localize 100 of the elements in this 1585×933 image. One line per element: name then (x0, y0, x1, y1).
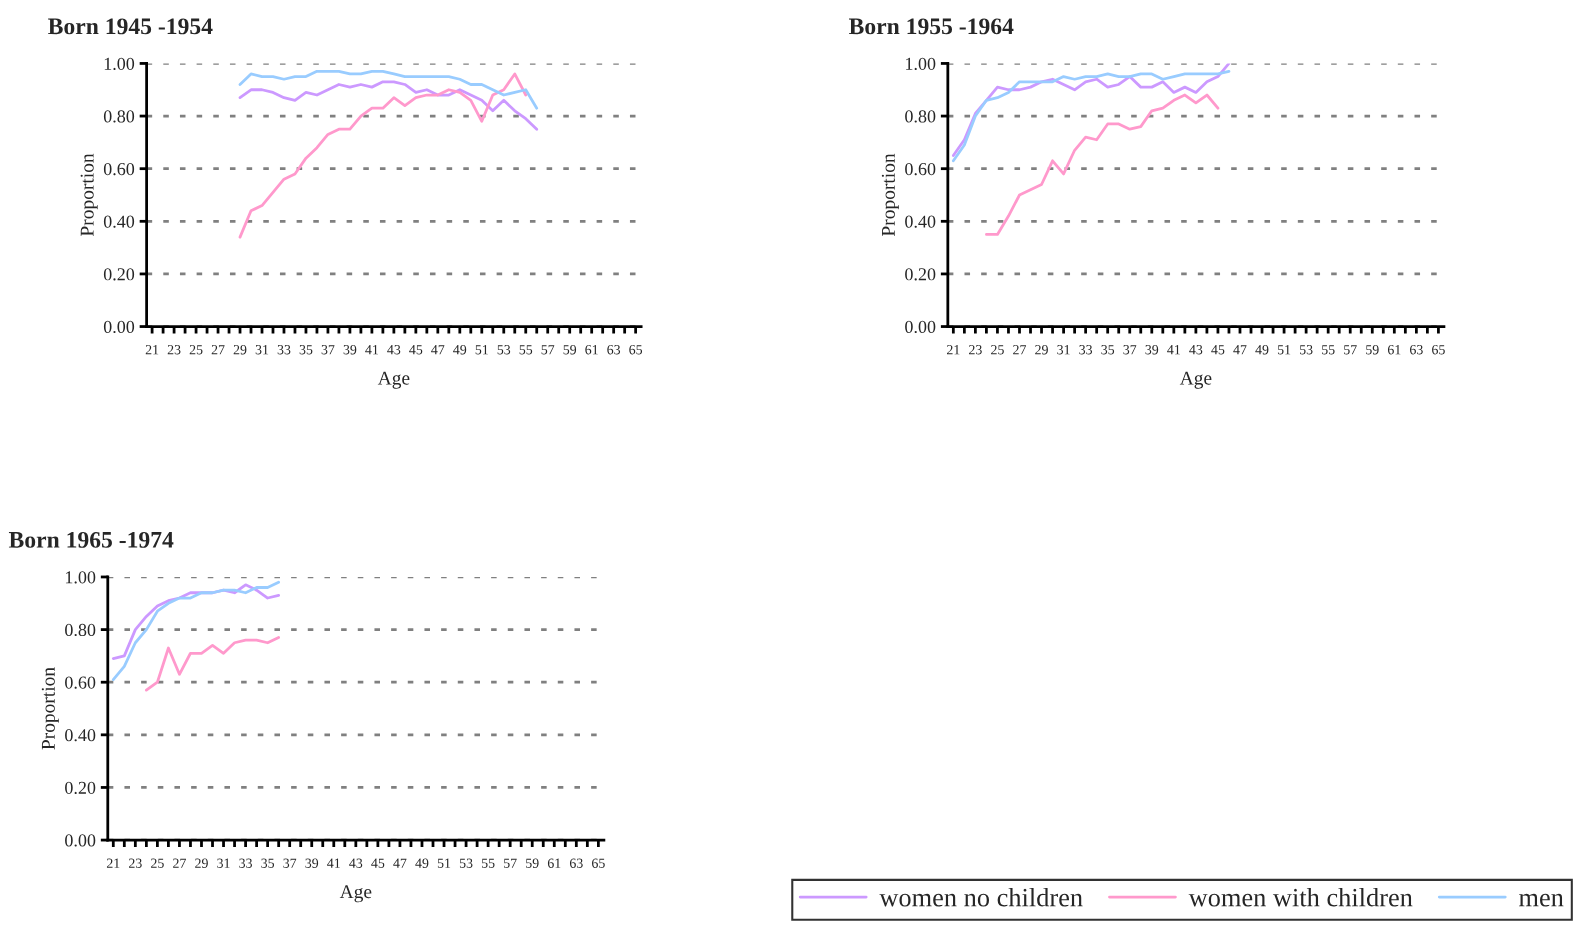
y-axis-title: Proportion (80, 153, 98, 237)
y-tick-label: 0.20 (905, 268, 936, 281)
x-tick-label: 65 (629, 345, 643, 355)
x-tick-label: 31 (217, 858, 230, 868)
x-tick-label: 49 (415, 858, 429, 868)
x-tick-label: 33 (1079, 345, 1093, 355)
line-series (144, 636, 281, 692)
x-tick-label: 21 (106, 858, 120, 868)
x-axis-title: Age (339, 885, 372, 903)
y-tick-label: 0.00 (103, 320, 135, 334)
x-tick-label: 27 (173, 858, 186, 868)
x-axis-title: Age (1179, 371, 1212, 389)
y-tick-label: 0.80 (103, 110, 135, 123)
x-tick-label: 21 (145, 345, 159, 355)
x-tick-label: 37 (1123, 345, 1137, 355)
x-tick-label: 25 (189, 345, 203, 355)
y-tick-label: 0.20 (65, 781, 96, 794)
x-tick-label: 41 (1167, 345, 1180, 355)
x-tick-label: 31 (255, 345, 269, 355)
line-series (238, 69, 539, 110)
y-axis-title: Proportion (41, 667, 59, 750)
x-tick-label: 39 (305, 858, 319, 868)
x-tick-label: 45 (1211, 345, 1225, 355)
x-tick-label: 63 (569, 858, 583, 868)
x-tick-label: 25 (991, 345, 1004, 355)
x-tick-label: 43 (349, 858, 363, 868)
x-tick-label: 33 (277, 345, 291, 355)
x-tick-label: 63 (607, 345, 621, 355)
x-tick-label: 29 (233, 345, 247, 355)
line-series (238, 72, 528, 239)
x-tick-label: 51 (1277, 345, 1291, 355)
x-tick-label: 37 (283, 858, 297, 868)
x-tick-label: 23 (969, 345, 982, 355)
x-tick-label: 33 (239, 858, 252, 868)
x-tick-label: 41 (365, 345, 378, 355)
x-tick-label: 29 (1035, 345, 1048, 355)
x-tick-label: 65 (592, 858, 605, 868)
x-tick-label: 47 (431, 345, 445, 355)
y-tick-label: 1.00 (906, 57, 936, 70)
x-tick-label: 39 (343, 345, 357, 355)
x-tick-label: 35 (299, 345, 313, 355)
y-tick-label: 0.80 (905, 110, 936, 123)
legend-label: women with children (1188, 887, 1413, 907)
x-tick-label: 35 (261, 858, 275, 868)
y-tick-label: 1.00 (104, 57, 135, 70)
x-tick-label: 39 (1145, 345, 1159, 355)
x-tick-label: 61 (585, 345, 598, 355)
x-tick-label: 35 (1101, 345, 1115, 355)
legend-label: women no children (879, 887, 1083, 907)
x-tick-label: 55 (481, 858, 495, 868)
x-axis-title: Age (377, 371, 410, 389)
y-tick-label: 0.40 (905, 215, 936, 228)
y-axis-title: Proportion (881, 153, 899, 237)
x-tick-label: 51 (437, 858, 451, 868)
x-tick-label: 55 (1322, 345, 1335, 355)
x-tick-label: 25 (151, 858, 164, 868)
x-tick-label: 57 (1344, 345, 1357, 355)
y-tick-label: 0.40 (103, 215, 135, 228)
x-tick-label: 45 (371, 858, 385, 868)
y-tick-label: 0.20 (103, 268, 135, 281)
y-tick-label: 0.60 (65, 676, 96, 689)
line-series (238, 80, 539, 131)
x-tick-label: 57 (541, 345, 555, 355)
x-tick-label: 53 (1299, 345, 1313, 355)
chart-title: Born 1945 -1954 (48, 18, 213, 35)
x-tick-label: 43 (1189, 345, 1203, 355)
x-tick-label: 31 (1057, 345, 1070, 355)
y-tick-label: 0.60 (905, 162, 936, 176)
chart-title: Born 1955 -1964 (849, 18, 1014, 35)
x-tick-label: 61 (547, 858, 561, 868)
x-tick-label: 43 (387, 345, 401, 355)
x-tick-label: 61 (1387, 345, 1401, 355)
x-tick-label: 59 (526, 858, 539, 868)
x-tick-label: 49 (453, 345, 467, 355)
line-series (111, 580, 281, 681)
x-tick-label: 45 (409, 345, 423, 355)
x-tick-label: 29 (195, 858, 208, 868)
x-tick-label: 51 (475, 345, 488, 355)
x-tick-label: 59 (1366, 345, 1379, 355)
x-tick-label: 27 (211, 345, 225, 355)
x-tick-label: 59 (563, 345, 577, 355)
x-tick-label: 57 (504, 858, 517, 868)
x-tick-label: 55 (519, 345, 533, 355)
x-tick-label: 27 (1013, 345, 1027, 355)
x-tick-label: 23 (129, 858, 142, 868)
y-tick-label: 0.00 (905, 320, 936, 334)
x-tick-label: 37 (321, 345, 335, 355)
x-tick-label: 49 (1255, 345, 1269, 355)
x-tick-label: 23 (167, 345, 181, 355)
chart-title: Born 1965 -1974 (8, 531, 174, 548)
x-tick-label: 65 (1432, 345, 1445, 355)
x-tick-label: 53 (497, 345, 511, 355)
line-series (985, 93, 1220, 236)
y-tick-label: 0.60 (103, 162, 135, 176)
x-tick-label: 63 (1410, 345, 1423, 355)
x-tick-label: 47 (1233, 345, 1247, 355)
x-tick-label: 41 (327, 858, 340, 868)
y-tick-label: 0.40 (65, 729, 96, 742)
y-tick-label: 1.00 (65, 571, 96, 584)
x-tick-label: 53 (459, 858, 473, 868)
